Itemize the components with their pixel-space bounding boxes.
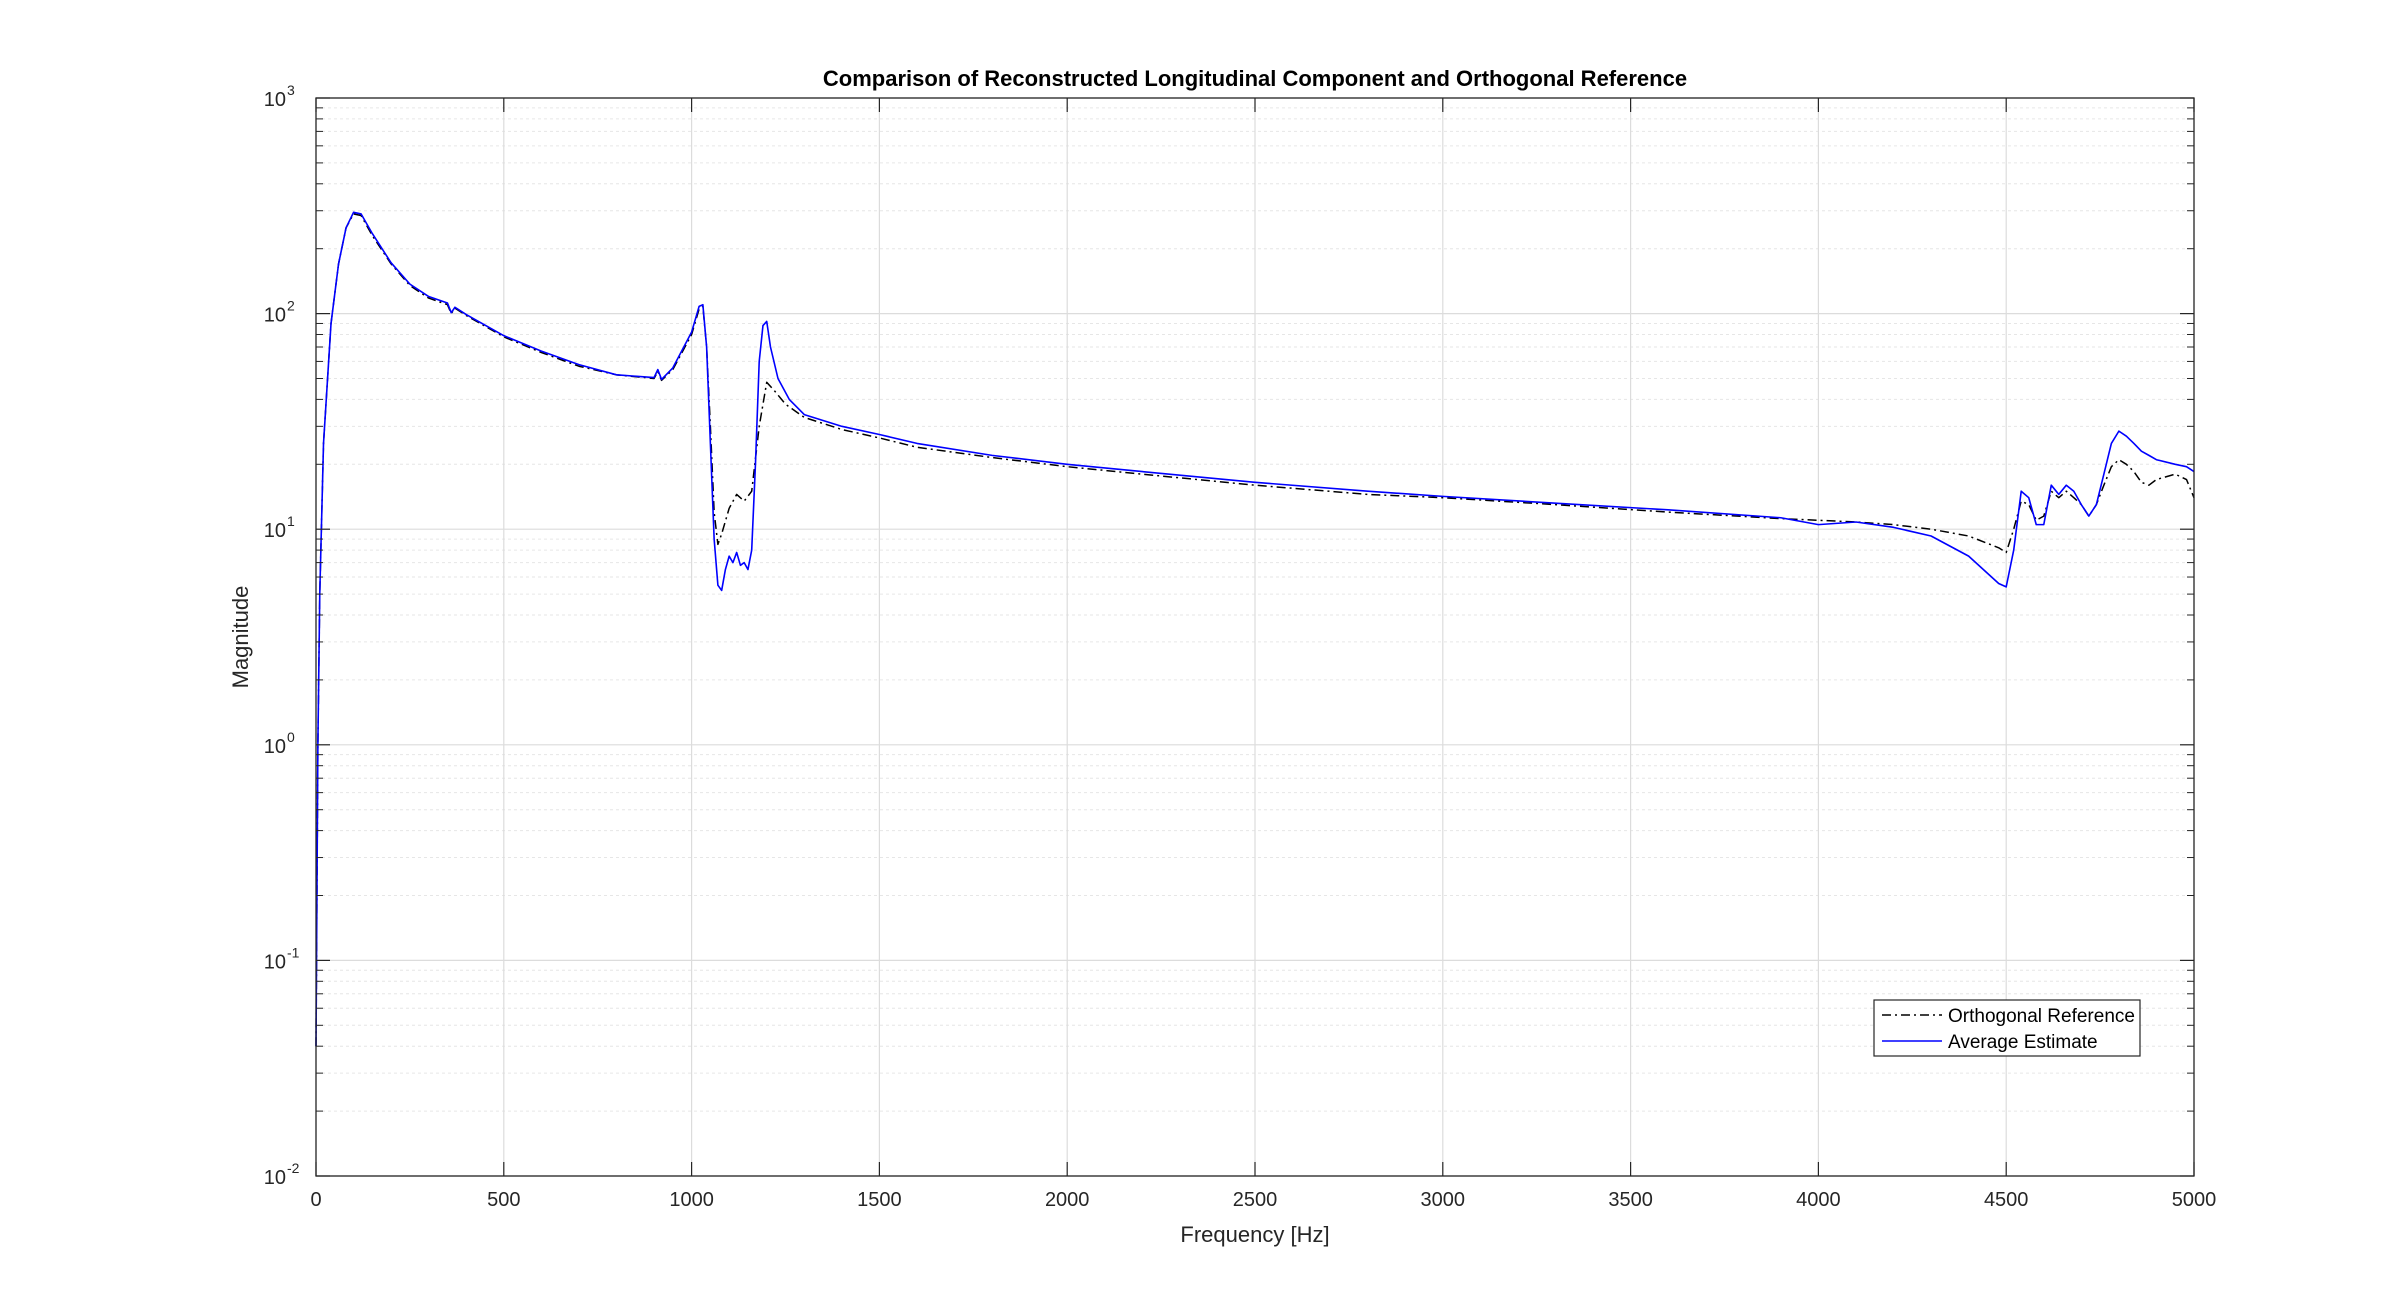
series-line-average-estimate bbox=[315, 211, 2195, 1047]
y-tick-label: 10 -2 bbox=[264, 1160, 300, 1189]
y-tick-base: 10 bbox=[264, 305, 286, 327]
x-axis-label: Frequency [Hz] bbox=[1180, 1222, 1329, 1247]
y-tick-label: 10 2 bbox=[264, 298, 295, 327]
x-tick-label: 1500 bbox=[857, 1189, 902, 1211]
x-tick-label: 5000 bbox=[2172, 1189, 2217, 1211]
legend: Orthogonal Reference Average Estimate bbox=[1873, 999, 2141, 1057]
y-axis-label: Magnitude bbox=[228, 586, 253, 689]
x-tick-labels: 0 500 1000 1500 2000 2500 3000 3500 4000 4500 5000 bbox=[310, 1189, 2216, 1211]
x-tick-label: 500 bbox=[487, 1189, 520, 1211]
y-tick-exponent: -2 bbox=[287, 1160, 300, 1176]
y-tick-exponent: 3 bbox=[287, 82, 295, 98]
x-tick-label: 1000 bbox=[669, 1189, 714, 1211]
y-tick-label: 10 -1 bbox=[264, 944, 300, 973]
ticks bbox=[315, 97, 2195, 1177]
y-tick-base: 10 bbox=[264, 1167, 286, 1189]
chart-title: Comparison of Reconstructed Longitudinal… bbox=[823, 66, 1687, 91]
y-tick-base: 10 bbox=[264, 951, 286, 973]
legend-label-average-estimate: Average Estimate bbox=[1948, 1032, 2098, 1053]
y-tick-exponent: 1 bbox=[287, 513, 295, 529]
x-tick-label: 0 bbox=[310, 1189, 321, 1211]
grid bbox=[315, 97, 2195, 1177]
x-tick-label: 4500 bbox=[1984, 1189, 2029, 1211]
y-tick-label: 10 3 bbox=[264, 82, 295, 111]
x-tick-label: 2000 bbox=[1045, 1189, 1090, 1211]
x-tick-label: 3500 bbox=[1608, 1189, 1653, 1211]
y-tick-label: 10 0 bbox=[264, 729, 295, 758]
x-tick-label: 3000 bbox=[1421, 1189, 1466, 1211]
y-tick-exponent: 0 bbox=[287, 729, 295, 745]
y-tick-base: 10 bbox=[264, 520, 286, 542]
x-tick-label: 2500 bbox=[1233, 1189, 1278, 1211]
series-line-orthogonal-reference bbox=[315, 213, 2195, 1047]
y-tick-label: 10 1 bbox=[264, 513, 295, 542]
legend-label-orthogonal-reference: Orthogonal Reference bbox=[1948, 1006, 2135, 1027]
y-tick-exponent: 2 bbox=[287, 298, 295, 314]
y-tick-base: 10 bbox=[264, 89, 286, 111]
legend-box bbox=[1873, 999, 2141, 1057]
series-layer bbox=[315, 211, 2195, 1047]
y-tick-base: 10 bbox=[264, 736, 286, 758]
x-tick-label: 4000 bbox=[1796, 1189, 1841, 1211]
y-tick-exponent: -1 bbox=[287, 944, 300, 960]
